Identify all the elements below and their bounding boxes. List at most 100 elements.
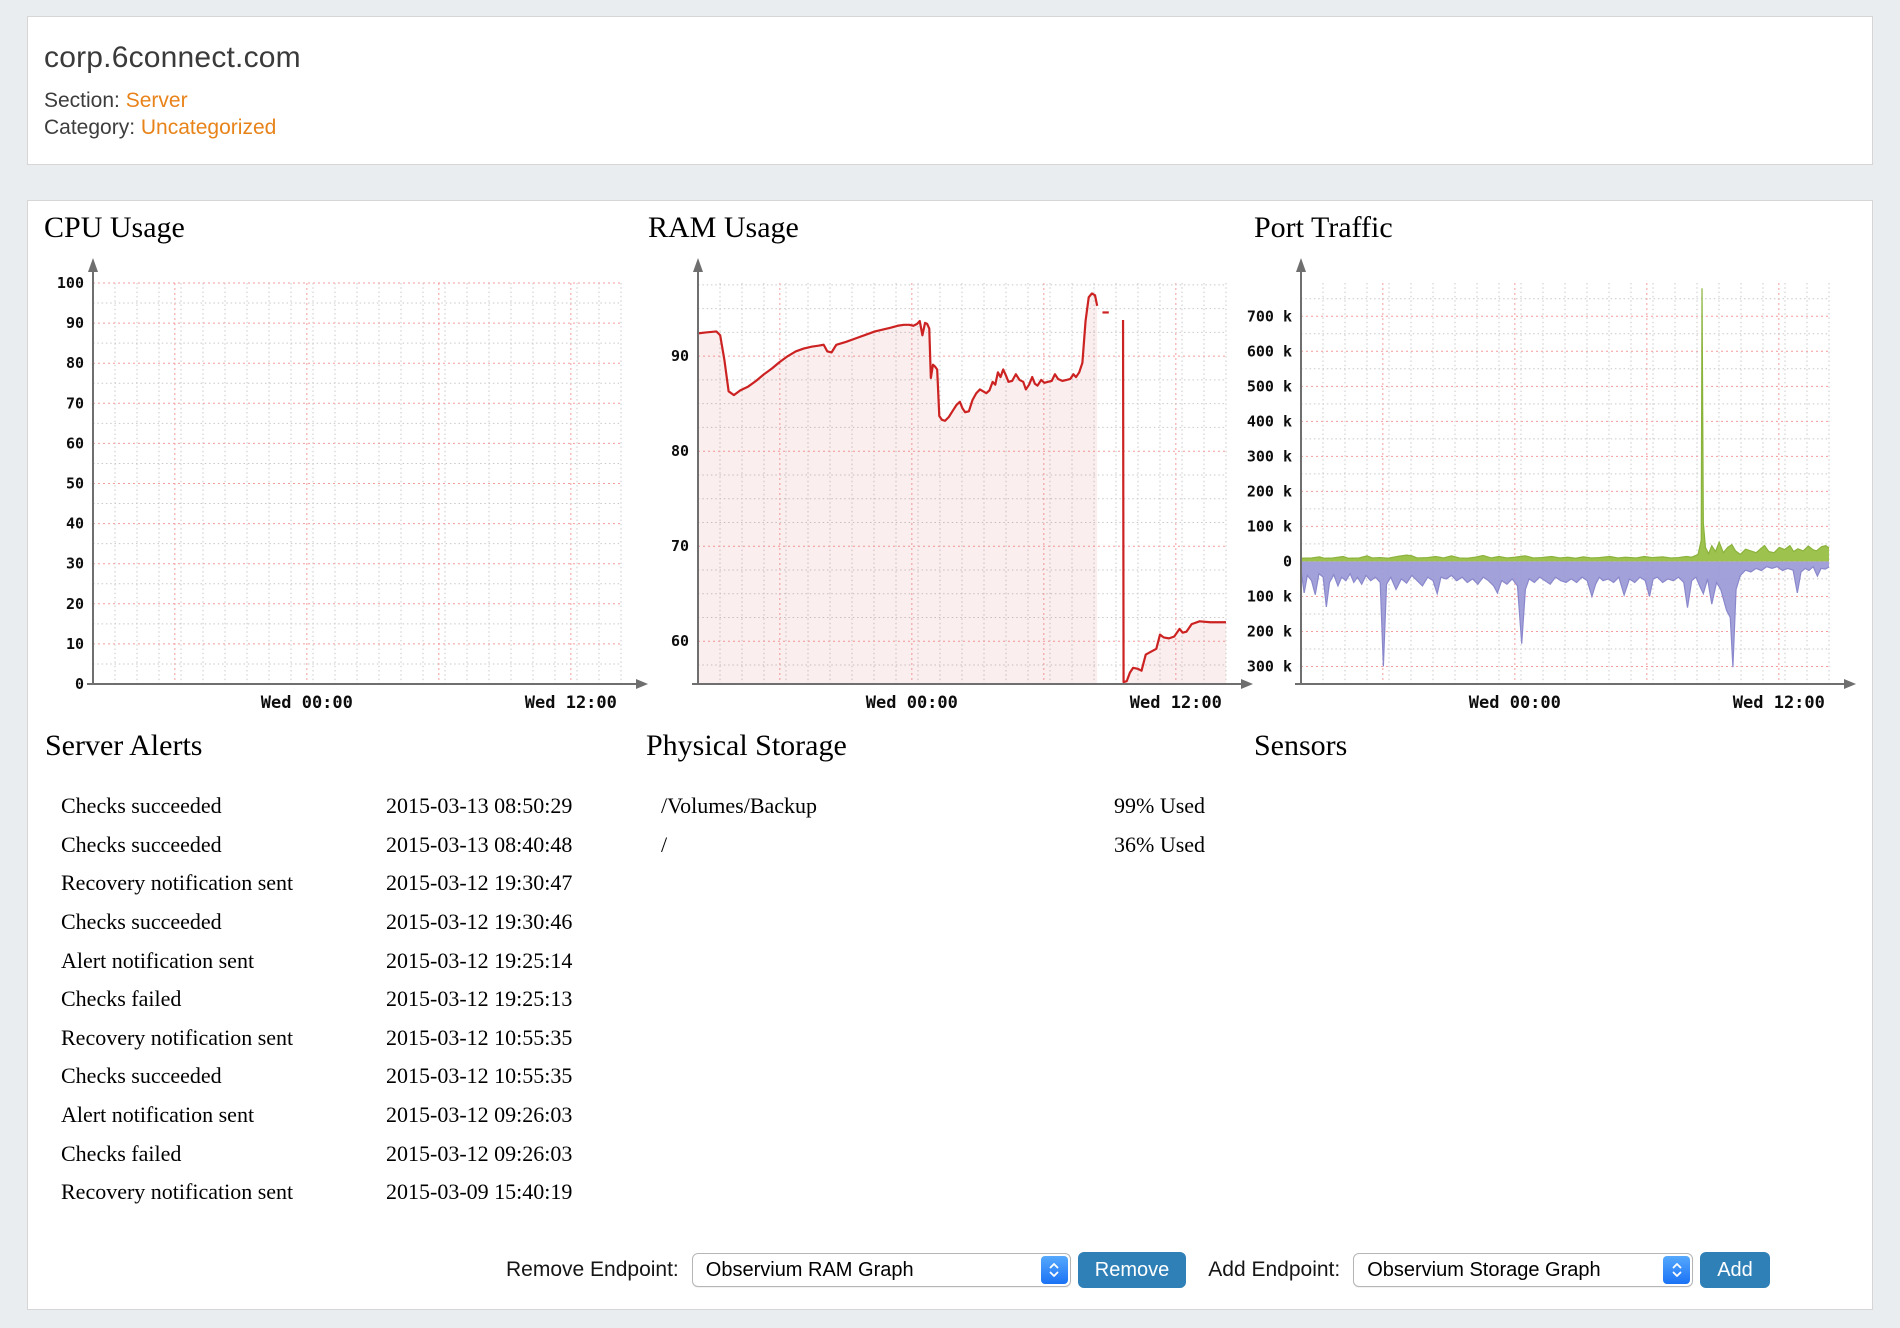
storage-mount-path: / xyxy=(661,831,668,857)
storage-used-percent: 99% Used xyxy=(1114,793,1206,819)
cpu-y-tick: 0 xyxy=(75,675,84,693)
traffic-in-area xyxy=(1301,561,1829,668)
alert-row: Recovery notification sent 2015-03-12 10… xyxy=(61,1019,681,1058)
alert-event: Alert notification sent xyxy=(61,1102,255,1128)
cpu-y-tick: 90 xyxy=(66,314,84,332)
section-line: Section: Server xyxy=(44,87,1872,114)
alert-timestamp: 2015-03-09 15:40:19 xyxy=(386,1179,573,1205)
add-endpoint-button[interactable]: Add xyxy=(1700,1252,1770,1288)
ram-x-tick: Wed 00:00 xyxy=(866,693,958,713)
section-value-link[interactable]: Server xyxy=(125,89,188,112)
alert-row: Checks failed 2015-03-12 19:25:13 xyxy=(61,980,681,1019)
port-y-tick: 400 k xyxy=(1247,412,1292,430)
page-title: corp.6connect.com xyxy=(44,41,301,74)
port-y-tick: 300 k xyxy=(1247,447,1292,465)
traffic-out-area xyxy=(1301,288,1829,562)
alert-row: Checks succeeded 2015-03-12 19:30:46 xyxy=(61,903,681,942)
cpu-y-tick: 80 xyxy=(66,354,84,372)
select-stepper-icon xyxy=(1040,1256,1068,1284)
alert-row: Recovery notification sent 2015-03-09 15… xyxy=(61,1173,681,1212)
cpu-x-tick: Wed 12:00 xyxy=(525,693,617,713)
port-y-tick: 300 k xyxy=(1247,657,1292,675)
cpu-y-tick: 10 xyxy=(66,635,84,653)
port-y-tick: 100 k xyxy=(1247,587,1292,605)
select-stepper-icon xyxy=(1663,1256,1691,1284)
sensors-title: Sensors xyxy=(1254,729,1348,762)
alert-timestamp: 2015-03-12 19:25:13 xyxy=(386,986,573,1012)
add-endpoint-selected-value: Observium Storage Graph xyxy=(1367,1258,1601,1281)
category-value-link[interactable]: Uncategorized xyxy=(140,116,277,139)
category-line: Category: Uncategorized xyxy=(44,114,1872,141)
physical-storage-list: /Volumes/Backup 99% Used / 36% Used xyxy=(661,787,1281,864)
ram-used-percent-area xyxy=(698,293,1098,684)
ram-usage-title: RAM Usage xyxy=(648,211,799,244)
ram-y-tick: 60 xyxy=(671,632,689,650)
section-label: Section: xyxy=(44,89,120,112)
port-y-tick: 500 k xyxy=(1247,377,1292,395)
port-x-tick: Wed 12:00 xyxy=(1733,693,1825,713)
ram-y-tick: 80 xyxy=(671,442,689,460)
alert-event: Recovery notification sent xyxy=(61,1179,294,1205)
alert-event: Alert notification sent xyxy=(61,947,255,973)
port-y-tick: 700 k xyxy=(1247,307,1292,325)
remove-endpoint-label: Remove Endpoint: xyxy=(506,1258,679,1281)
port-x-tick: Wed 00:00 xyxy=(1469,693,1561,713)
alert-event: Checks succeeded xyxy=(61,831,222,857)
alert-timestamp: 2015-03-12 09:26:03 xyxy=(386,1102,573,1128)
ram-y-tick: 90 xyxy=(671,347,689,365)
category-label: Category: xyxy=(44,116,136,139)
port-y-tick: 200 k xyxy=(1247,482,1292,500)
storage-used-percent: 36% Used xyxy=(1114,831,1206,857)
remove-endpoint-select[interactable]: Observium RAM Graph xyxy=(691,1253,1071,1287)
port-y-tick: 200 k xyxy=(1247,622,1292,640)
alert-timestamp: 2015-03-12 09:26:03 xyxy=(386,1140,573,1166)
alert-event: Recovery notification sent xyxy=(61,870,294,896)
storage-row: /Volumes/Backup 99% Used xyxy=(661,787,1281,826)
traffic-out-line xyxy=(1300,288,1830,559)
alert-timestamp: 2015-03-13 08:50:29 xyxy=(386,793,573,819)
port-traffic-title: Port Traffic xyxy=(1254,211,1393,244)
add-endpoint-label: Add Endpoint: xyxy=(1208,1258,1341,1281)
port-chart: 700 k 600 k 500 k 400 k 300 k 200 k 100 k 0 100 … xyxy=(1247,258,1856,713)
storage-mount-path: /Volumes/Backup xyxy=(661,793,818,819)
remove-endpoint-selected-value: Observium RAM Graph xyxy=(705,1258,914,1281)
port-y-tick: 100 k xyxy=(1247,517,1292,535)
cpu-y-tick: 30 xyxy=(66,555,84,573)
ram-used-percent-line xyxy=(697,292,1099,422)
cpu-y-tick: 60 xyxy=(66,434,84,452)
alert-row: Checks succeeded 2015-03-13 08:50:29 xyxy=(61,787,681,826)
alert-timestamp: 2015-03-12 10:55:35 xyxy=(386,1063,573,1089)
endpoint-controls: Remove Endpoint: Observium RAM Graph Rem… xyxy=(506,1252,1770,1288)
alert-event: Checks failed xyxy=(61,1140,182,1166)
alert-row: Alert notification sent 2015-03-12 09:26… xyxy=(61,1096,681,1135)
alert-event: Checks failed xyxy=(61,986,182,1012)
physical-storage-title: Physical Storage xyxy=(646,729,847,762)
cpu-y-tick: 70 xyxy=(66,394,84,412)
alert-row: Checks succeeded 2015-03-13 08:40:48 xyxy=(61,826,681,865)
alert-row: Checks succeeded 2015-03-12 10:55:35 xyxy=(61,1057,681,1096)
alert-row: Checks failed 2015-03-12 09:26:03 xyxy=(61,1134,681,1173)
alert-event: Checks succeeded xyxy=(61,1063,222,1089)
ram-y-tick: 70 xyxy=(671,537,689,555)
cpu-usage-title: CPU Usage xyxy=(44,211,185,244)
alert-event: Checks succeeded xyxy=(61,909,222,935)
cpu-y-tick: 20 xyxy=(66,595,84,613)
server-alerts-title: Server Alerts xyxy=(45,729,203,762)
remove-endpoint-button[interactable]: Remove xyxy=(1077,1252,1187,1288)
ram-used-percent-line xyxy=(1121,320,1226,684)
add-endpoint-select[interactable]: Observium Storage Graph xyxy=(1353,1253,1694,1287)
alert-timestamp: 2015-03-12 10:55:35 xyxy=(386,1024,573,1050)
alert-timestamp: 2015-03-12 19:30:46 xyxy=(386,909,573,935)
alert-timestamp: 2015-03-12 19:25:14 xyxy=(386,947,573,973)
cpu-y-tick: 40 xyxy=(66,515,84,533)
alert-timestamp: 2015-03-12 19:30:47 xyxy=(386,870,573,896)
dashboard-card: 100 90 80 70 60 50 40 30 20 10 0 Wed 00:00 Wed 12:00… xyxy=(27,200,1873,1310)
cpu-y-tick: 50 xyxy=(66,475,84,493)
storage-row: / 36% Used xyxy=(661,826,1281,865)
cpu-y-tick: 100 xyxy=(57,274,84,292)
alert-event: Recovery notification sent xyxy=(61,1024,294,1050)
alert-event: Checks succeeded xyxy=(61,793,222,819)
port-y-tick: 600 k xyxy=(1247,342,1292,360)
ram-x-tick: Wed 12:00 xyxy=(1130,693,1222,713)
